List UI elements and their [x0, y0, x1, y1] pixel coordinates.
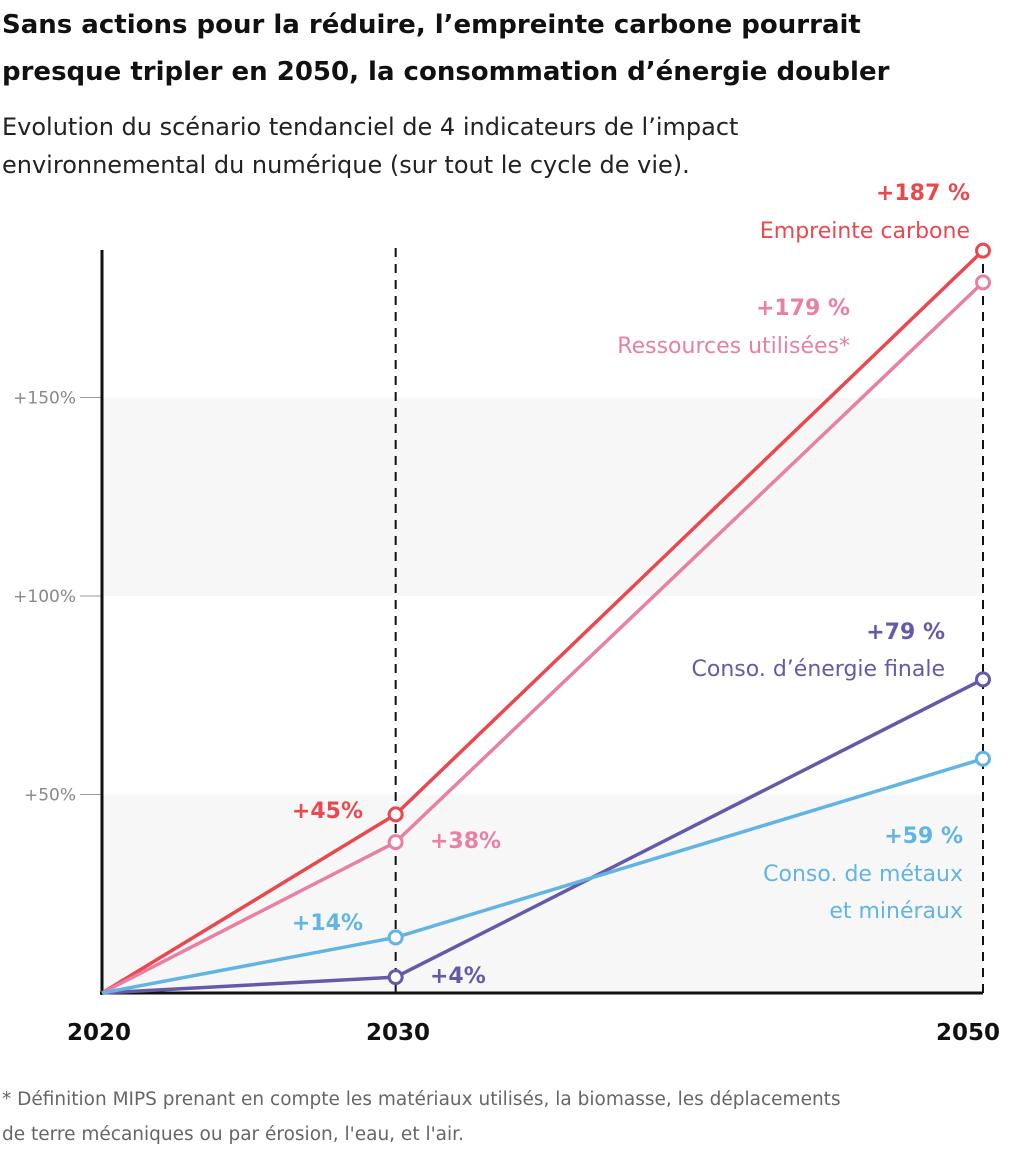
x-tick-label: 2030	[366, 1020, 430, 1046]
data-label-2030: +45%	[292, 799, 363, 824]
y-tick-label: +150%	[13, 389, 76, 409]
y-tick-label: +100%	[13, 587, 76, 607]
series-name-label: Ressources utilisées*	[617, 334, 850, 359]
x-tick-label: 2020	[67, 1020, 131, 1046]
data-label-2030: +4%	[430, 964, 486, 989]
data-label-2050: +187 %	[876, 181, 970, 206]
data-point	[387, 806, 404, 823]
series-name-label: et minéraux	[829, 899, 963, 924]
y-tick-label: +50%	[24, 786, 76, 806]
series-name-label: Conso. de métaux	[763, 862, 963, 887]
data-point	[975, 671, 991, 688]
x-tick-label: 2050	[936, 1020, 1000, 1046]
footnote-line-1: * Définition MIPS prenant en compte les …	[2, 1089, 841, 1110]
data-point	[387, 929, 404, 946]
series-name-label: Conso. d’énergie finale	[692, 657, 945, 682]
chart-title-line-2: presque tripler en 2050, la consommation…	[2, 57, 890, 87]
footnote-line-2: de terre mécaniques ou par érosion, l'ea…	[2, 1124, 464, 1145]
data-label-2030: +14%	[292, 911, 363, 936]
chart-title-line-1: Sans actions pour la réduire, l’empreint…	[2, 10, 861, 40]
data-point	[387, 834, 404, 851]
data-label-2050: +79 %	[866, 620, 945, 645]
data-point	[975, 274, 991, 291]
data-point	[975, 242, 991, 259]
data-label-2050: +59 %	[884, 824, 963, 849]
grid-band-100-150	[102, 397, 983, 596]
series-name-label: Empreinte carbone	[760, 219, 970, 244]
chart-subtitle-line-1: Evolution du scénario tendanciel de 4 in…	[2, 113, 738, 141]
data-point	[387, 969, 404, 986]
data-label-2030: +38%	[430, 829, 501, 854]
data-point	[975, 750, 991, 767]
data-label-2050: +179 %	[756, 296, 850, 321]
chart-subtitle-line-2: environnemental du numérique (sur tout l…	[2, 151, 690, 179]
